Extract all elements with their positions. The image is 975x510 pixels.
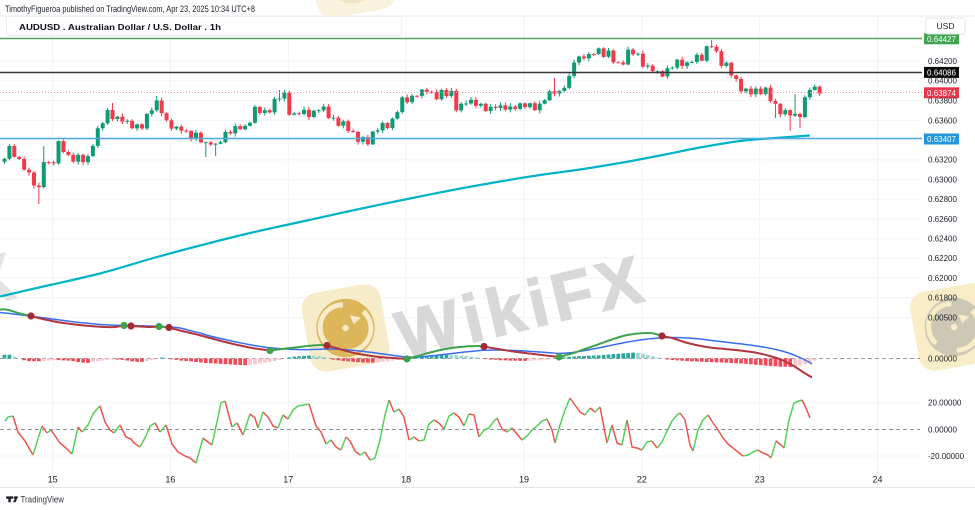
svg-text:0.62600: 0.62600 [928,215,957,224]
svg-text:0.63600: 0.63600 [928,116,957,125]
svg-text:16: 16 [165,475,175,485]
svg-text:17: 17 [283,475,293,485]
svg-text:19: 19 [519,475,529,485]
svg-text:0.62400: 0.62400 [928,235,957,244]
svg-text:22: 22 [637,475,647,485]
svg-text:USD: USD [937,21,955,31]
svg-text:0.62200: 0.62200 [928,254,957,263]
svg-text:0.63407: 0.63407 [927,135,956,144]
svg-text:0.63874: 0.63874 [927,89,956,98]
svg-text:0.64000: 0.64000 [928,77,957,86]
svg-text:15: 15 [48,475,58,485]
svg-text:0.62000: 0.62000 [928,274,957,283]
svg-text:0.64427: 0.64427 [927,35,956,44]
svg-text:0.00000: 0.00000 [928,354,957,363]
svg-text:0.63000: 0.63000 [928,175,957,184]
svg-text:24: 24 [872,475,882,485]
svg-text:0.64200: 0.64200 [928,57,957,66]
svg-text:23: 23 [755,475,765,485]
svg-text:0.63800: 0.63800 [928,96,957,105]
svg-text:AUDUSD . Australian Dollar / U: AUDUSD . Australian Dollar / U.S. Dollar… [19,22,221,32]
svg-text:0.64086: 0.64086 [927,68,956,77]
svg-text:0.61800: 0.61800 [928,294,957,303]
svg-text:TradingView: TradingView [21,494,65,504]
svg-text:0.62800: 0.62800 [928,195,957,204]
svg-text:18: 18 [401,475,411,485]
svg-text:0.00000: 0.00000 [928,425,957,434]
svg-text:0.63200: 0.63200 [928,156,957,165]
svg-text:-20.00000: -20.00000 [928,452,965,461]
svg-text:20.00000: 20.00000 [928,399,962,408]
svg-text:0.00500: 0.00500 [928,313,957,322]
svg-text:TimothyFigueroa published on T: TimothyFigueroa published on TradingView… [5,4,255,14]
